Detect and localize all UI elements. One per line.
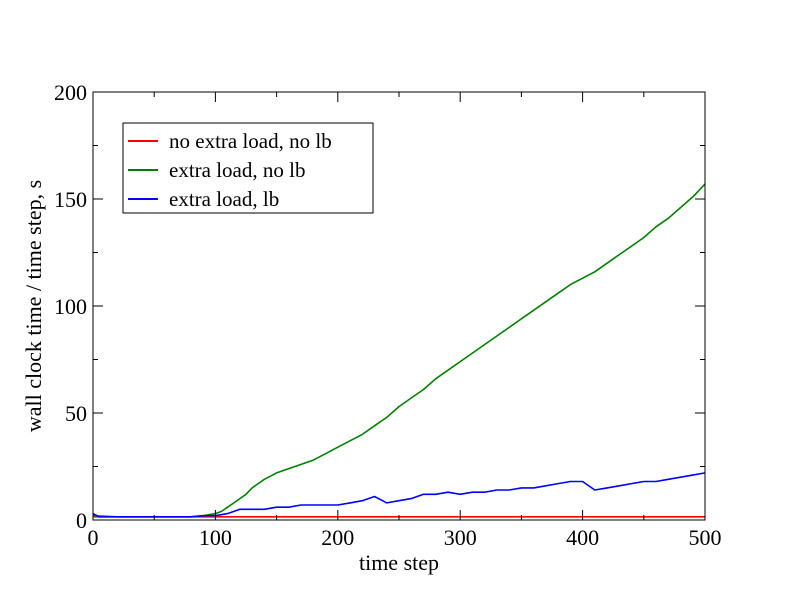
legend-label-3: extra load, lb: [169, 187, 279, 211]
y-tick-label: 0: [76, 508, 87, 533]
x-tick-label: 200: [321, 525, 354, 550]
y-tick-label: 150: [54, 187, 87, 212]
x-axis-label: time step: [359, 550, 439, 575]
x-tick-label: 100: [199, 525, 232, 550]
series-line-2: [92, 183, 706, 518]
y-tick-label: 50: [65, 401, 87, 426]
y-tick-label: 200: [54, 80, 87, 105]
y-tick-label: 100: [54, 294, 87, 319]
tick-labels-layer: 0 100 200 300 400 500 0 50 100 150 200: [54, 80, 722, 550]
x-tick-label: 400: [566, 525, 599, 550]
legend-entries: no extra load, no lb extra load, no lb ext…: [128, 129, 332, 211]
y-axis-label: wall clock time / time step, s: [21, 180, 46, 432]
legend: no extra load, no lb extra load, no lb ext…: [122, 122, 374, 214]
ticks-layer: [92, 91, 706, 521]
legend-label-1: no extra load, no lb: [169, 129, 332, 153]
x-tick-label: 500: [689, 525, 722, 550]
legend-box: [122, 122, 374, 214]
legend-label-2: extra load, no lb: [169, 158, 305, 182]
x-tick-label: 300: [444, 525, 477, 550]
x-tick-label: 0: [88, 525, 99, 550]
